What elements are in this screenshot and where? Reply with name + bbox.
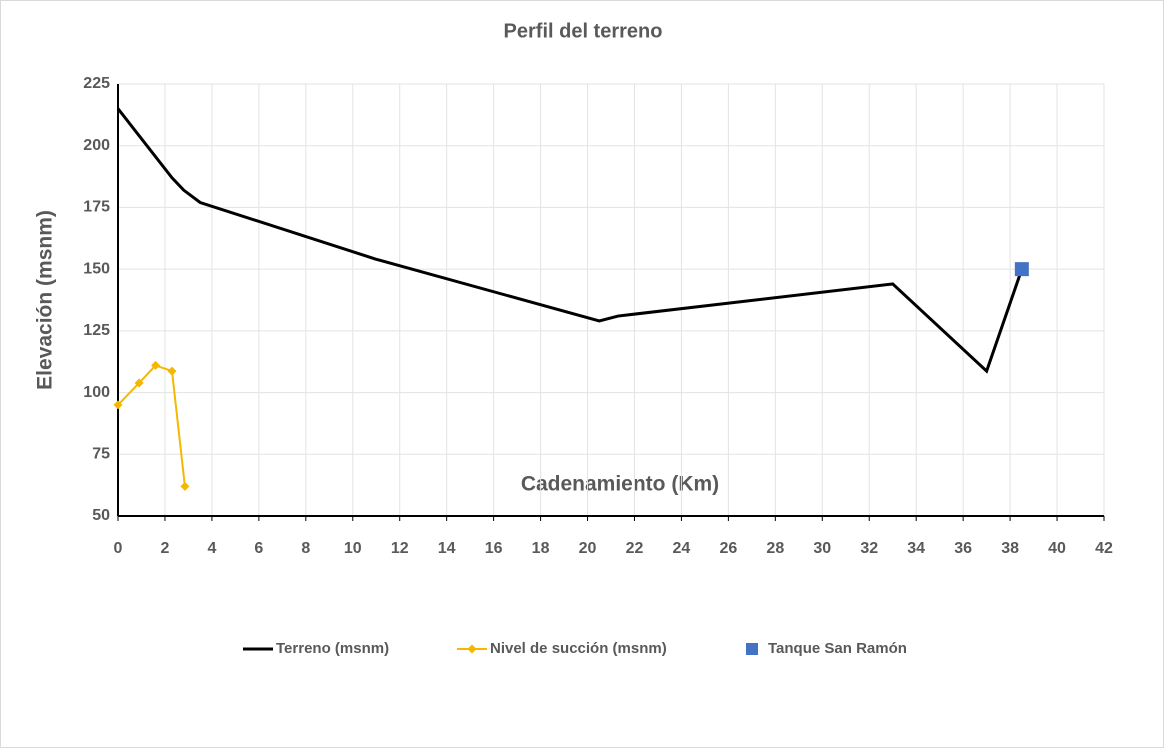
x-tick-label: 42 xyxy=(1095,540,1113,557)
x-tick-label: 40 xyxy=(1048,540,1066,557)
y-tick-label: 175 xyxy=(83,199,110,216)
chart-title: Perfil del terreno xyxy=(504,20,663,42)
x-tick-label: 28 xyxy=(766,540,784,557)
y-tick-label: 75 xyxy=(92,446,110,463)
legend-label: Terreno (msnm) xyxy=(276,640,389,657)
x-tick-label: 32 xyxy=(860,540,878,557)
y-axis-label: Elevación (msnm) xyxy=(34,210,57,390)
data-point xyxy=(1014,262,1029,277)
legend-marker xyxy=(746,643,758,655)
x-tick-label: 36 xyxy=(954,540,972,557)
x-tick-label: 38 xyxy=(1001,540,1019,557)
x-tick-label: 14 xyxy=(438,540,456,557)
x-tick-label: 16 xyxy=(485,540,503,557)
data-point xyxy=(151,360,161,370)
x-tick-label: 24 xyxy=(673,540,691,557)
x-tick-label: 20 xyxy=(579,540,597,557)
x-tick-label: 18 xyxy=(532,540,550,557)
x-tick-label: 2 xyxy=(160,540,169,557)
data-point xyxy=(180,481,190,491)
y-tick-label: 100 xyxy=(83,384,110,401)
y-tick-label: 200 xyxy=(83,137,110,154)
y-tick-label: 150 xyxy=(83,260,110,277)
y-tick-label: 125 xyxy=(83,322,110,339)
series-line xyxy=(116,107,1024,374)
data-point xyxy=(134,378,144,388)
x-tick-label: 26 xyxy=(719,540,737,557)
x-tick-label: 12 xyxy=(391,540,409,557)
legend-marker xyxy=(467,644,477,654)
x-tick-label: 34 xyxy=(907,540,925,557)
x-tick-label: 0 xyxy=(114,540,123,557)
x-tick-label: 30 xyxy=(813,540,831,557)
x-tick-label: 8 xyxy=(301,540,310,557)
legend-label: Nivel de succión (msnm) xyxy=(490,640,667,657)
x-axis-label: Cadenamiento (Km) xyxy=(521,473,719,496)
x-tick-label: 22 xyxy=(626,540,644,557)
y-tick-label: 225 xyxy=(83,75,110,92)
data-point xyxy=(113,400,123,410)
y-tick-label: 50 xyxy=(92,507,110,524)
x-tick-label: 10 xyxy=(344,540,362,557)
x-tick-label: 4 xyxy=(207,540,216,557)
data-point xyxy=(167,366,177,376)
legend-label: Tanque San Ramón xyxy=(768,640,907,657)
x-tick-label: 6 xyxy=(254,540,263,557)
